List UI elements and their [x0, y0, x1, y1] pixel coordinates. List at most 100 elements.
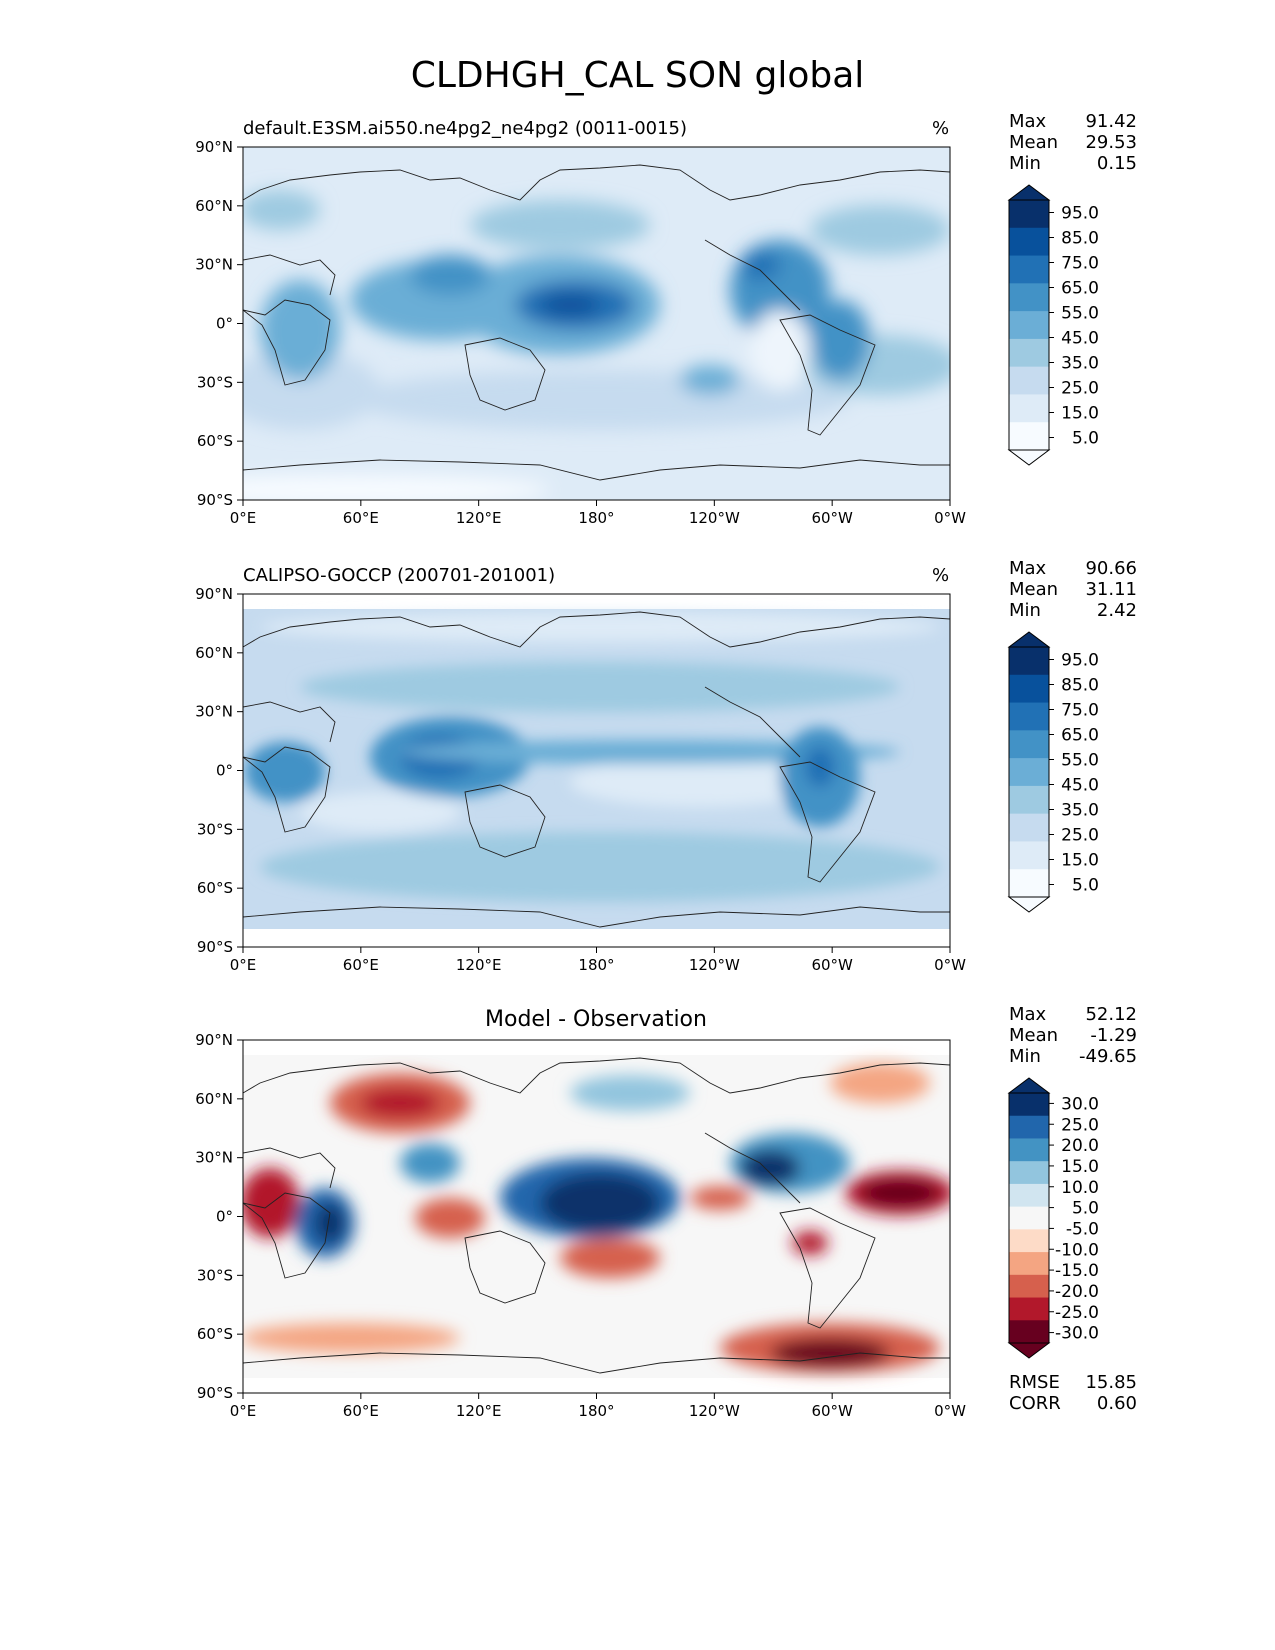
colorbar-segment: [1009, 1229, 1049, 1253]
colorbar-label: -20.0: [1055, 1282, 1099, 1302]
colorbar-segment: [1009, 255, 1049, 284]
coastlines: [243, 164, 950, 481]
axis-ticks: 90°N 60°N 30°N 0° 30°S 60°S 90°S0°E 60°E 120°E 18…: [195, 585, 966, 974]
colorbar-label: 10.0: [1061, 1178, 1099, 1198]
units-label: %: [932, 565, 950, 586]
stat-mean: Mean 29.53: [1009, 132, 1137, 153]
colorbar-segment: [1009, 1138, 1049, 1162]
colorbar-segment: [1009, 422, 1049, 451]
colorbar-label: 25.0: [1061, 379, 1099, 399]
x-tick-label: 120°E: [456, 956, 502, 974]
panel-title: default.E3SM.ai550.ne4pg2_ne4pg2 (0011-0…: [243, 118, 688, 139]
colorbar-label: 45.0: [1061, 329, 1099, 349]
x-tick-label: 60°W: [811, 509, 853, 527]
y-tick-label: 90°S: [197, 491, 233, 509]
stat-mean: Mean -1.29: [1009, 1025, 1137, 1046]
colorbar-label: 55.0: [1061, 304, 1099, 324]
x-tick-label: 180°: [578, 509, 614, 527]
colorbar-segment: [1009, 1115, 1049, 1139]
stat-rmse: RMSE 15.85: [1009, 1372, 1137, 1393]
colorbar-segment: [1009, 869, 1049, 898]
colorbar-segment: [1009, 200, 1049, 229]
colorbar-segment: [1009, 730, 1049, 759]
y-tick-label: 30°N: [195, 1149, 233, 1167]
colorbar-segment: [1009, 1252, 1049, 1276]
panel-title: CALIPSO-GOCCP (200701-201001): [243, 565, 556, 586]
colorbar-extend-max: [1007, 1077, 1051, 1094]
stat-max: Max 90.66: [1009, 558, 1137, 579]
map-plot: 90°N 60°N 30°N 0° 30°S 60°S 90°S0°E 60°E 120°E 18…: [195, 585, 1099, 974]
panel-title: Model - Observation: [485, 1007, 707, 1032]
x-tick-label: 0°E: [230, 1402, 257, 1420]
colorbar-label: 25.0: [1061, 1115, 1099, 1135]
colorbar-frame: [1008, 646, 1050, 898]
colorbar: 95.0 85.0 75.0 65.0 55.0 45.0 35.0 25.0 15.0 5.0: [1007, 631, 1099, 913]
colorbar-segment: [1009, 227, 1049, 257]
axis-ticks: 90°N 60°N 30°N 0° 30°S 60°S 90°S0°E 60°E 120°E 18…: [195, 138, 966, 527]
map-plot: 90°N 60°N 30°N 0° 30°S 60°S 90°S0°E 60°E 120°E 18…: [195, 1031, 1099, 1420]
colorbar-label: -5.0: [1066, 1219, 1099, 1239]
colorbar-label: 55.0: [1061, 751, 1099, 771]
colorbar-label: 15.0: [1061, 1157, 1099, 1177]
colorbar-segment: [1009, 1093, 1049, 1117]
y-tick-label: 30°N: [195, 703, 233, 721]
x-tick-label: 0°E: [230, 509, 257, 527]
y-tick-label: 30°N: [195, 256, 233, 274]
colorbar-segment: [1009, 1183, 1049, 1208]
stat-min: Min 2.42: [1009, 600, 1137, 621]
colorbar-segment: [1009, 366, 1049, 395]
y-tick-label: 60°S: [197, 432, 233, 450]
colorbar-label: 20.0: [1061, 1136, 1099, 1156]
colorbar: 30.025.020.015.010.05.0-5.0-10.0-15.0-20…: [1007, 1077, 1099, 1359]
y-tick-label: 30°S: [197, 820, 233, 838]
colorbar-label: 45.0: [1061, 776, 1099, 796]
colorbar-segment: [1009, 785, 1049, 815]
colorbar-label: 85.0: [1061, 676, 1099, 696]
colorbar-segment: [1009, 1320, 1049, 1344]
colorbar-frame: [1008, 1092, 1050, 1344]
colorbar-segment: [1009, 283, 1049, 312]
colorbar-label: -25.0: [1055, 1303, 1099, 1323]
axis-ticks: 90°N 60°N 30°N 0° 30°S 60°S 90°S0°E 60°E 120°E 18…: [195, 1031, 966, 1420]
observation-panel: CALIPSO-GOCCP (200701-201001) % Max 90.66…: [0, 557, 1275, 1027]
colorbar: 95.0 85.0 75.0 65.0 55.0 45.0 35.0 25.0 15.0 5.0: [1007, 184, 1099, 466]
y-tick-label: 60°S: [197, 1325, 233, 1343]
colorbar-segment: [1009, 338, 1049, 368]
colorbar-label: 35.0: [1061, 801, 1099, 821]
coastlines: [243, 611, 950, 928]
y-tick-label: 0°: [216, 762, 233, 780]
colorbar-segment: [1009, 647, 1049, 676]
x-tick-label: 0°W: [934, 509, 966, 527]
model-panel: default.E3SM.ai550.ne4pg2_ne4pg2 (0011-0…: [0, 110, 1275, 580]
colorbar-label: -15.0: [1055, 1261, 1099, 1281]
colorbar-segment: [1009, 813, 1049, 842]
coastlines: [243, 1057, 950, 1374]
x-tick-label: 0°W: [934, 1402, 966, 1420]
x-tick-label: 180°: [578, 1402, 614, 1420]
y-tick-label: 30°S: [197, 1266, 233, 1284]
colorbar-label: 15.0: [1061, 404, 1099, 424]
x-tick-label: 60°W: [811, 956, 853, 974]
colorbar-extend-max: [1007, 184, 1051, 201]
colorbar-extend-max: [1007, 631, 1051, 648]
x-tick-label: 120°E: [456, 509, 502, 527]
colorbar-label: 85.0: [1061, 229, 1099, 249]
y-tick-label: 60°S: [197, 879, 233, 897]
x-tick-label: 0°W: [934, 956, 966, 974]
colorbar-extend-min: [1007, 896, 1051, 913]
x-tick-label: 60°W: [811, 1402, 853, 1420]
colorbar-label: -30.0: [1055, 1324, 1099, 1344]
colorbar-segment: [1009, 394, 1049, 423]
colorbar-label: 5.0: [1072, 429, 1099, 449]
stat-min: Min -49.65: [1009, 1046, 1138, 1067]
colorbar-label: 25.0: [1061, 826, 1099, 846]
y-tick-label: 90°S: [197, 938, 233, 956]
x-tick-label: 60°E: [343, 1402, 379, 1420]
colorbar-segment: [1009, 1297, 1049, 1321]
colorbar-segment: [1009, 1161, 1049, 1185]
colorbar-label: 5.0: [1072, 1199, 1099, 1219]
y-tick-label: 90°S: [197, 1384, 233, 1402]
colorbar-frame: [1008, 199, 1050, 451]
figure-title: CLDHGH_CAL SON global: [410, 55, 865, 96]
x-tick-label: 60°E: [343, 509, 379, 527]
